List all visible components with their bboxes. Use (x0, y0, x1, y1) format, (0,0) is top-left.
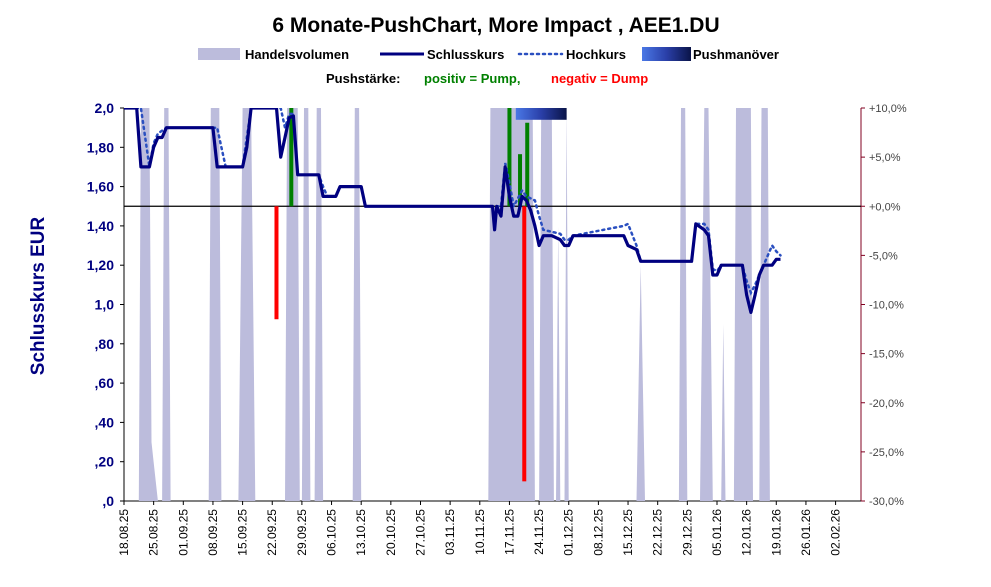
x-tick-label-10: 27.10.25 (413, 509, 427, 556)
legend-label-pushmanoever: Pushmanöver (693, 47, 779, 62)
x-tick-label-8: 13.10.25 (354, 509, 368, 556)
y-tick-label-left-2: ,40 (95, 414, 115, 430)
x-tick-label-7: 06.10.25 (325, 509, 339, 556)
legend-swatch-handelsvolumen (198, 48, 240, 60)
push-bar-2 (507, 108, 512, 207)
y-axis-ticks-right: -30,0% -25,0% -20,0% -15,0% -10,0% -5,0% +0,0%… (861, 103, 907, 508)
y-tick-label-left-0: ,0 (102, 493, 114, 509)
x-tick-label-3: 08.09.25 (206, 509, 220, 556)
x-tick-label-14: 24.11.25 (532, 509, 546, 555)
y-tick-label-left-10: 2,0 (95, 100, 115, 116)
x-axis-ticks: 18.08.25 25.08.25 01.09.25 08.09.25 15.09.25… (117, 501, 843, 556)
y-tick-label-right-0: -30,0% (869, 496, 904, 508)
y-tick-label-left-8: 1,60 (87, 179, 114, 195)
legend-label-hochkurs: Hochkurs (566, 47, 626, 62)
chart-title: 6 Monate-PushChart, More Impact , AEE1.D… (272, 14, 719, 37)
y-tick-label-left-1: ,20 (95, 454, 115, 470)
y-tick-label-right-8: +10,0% (869, 103, 907, 115)
pushstaerke-note: Pushstärke: positiv = Pump, negativ = Du… (326, 71, 648, 86)
y-tick-label-right-5: -5,0% (869, 250, 898, 262)
y-tick-label-right-3: -15,0% (869, 349, 904, 361)
push-bar-1 (289, 108, 294, 207)
y-tick-label-left-5: 1,0 (95, 297, 115, 313)
x-tick-label-4: 15.09.25 (236, 509, 250, 556)
x-tick-label-12: 10.11.25 (473, 509, 487, 555)
legend-label-schlusskurs: Schlusskurs (427, 47, 504, 62)
y-tick-label-left-3: ,60 (95, 375, 115, 391)
x-tick-label-6: 29.09.25 (295, 509, 309, 556)
push-bar-3 (518, 154, 523, 207)
legend-swatch-pushmanoever (642, 47, 691, 61)
x-tick-label-16: 08.12.25 (591, 509, 605, 556)
y-tick-label-left-4: ,80 (95, 336, 115, 352)
push-bar-0 (274, 206, 279, 320)
schlusskurs-line (124, 108, 781, 314)
x-tick-label-24: 02.02.26 (829, 509, 843, 556)
y-tick-label-right-2: -20,0% (869, 398, 904, 410)
x-tick-label-23: 26.01.26 (799, 509, 813, 556)
pushstaerke-label: Pushstärke: (326, 71, 400, 86)
x-tick-label-20: 05.01.26 (710, 509, 724, 556)
x-tick-label-22: 19.01.26 (769, 509, 783, 556)
push-maneuver-bar (515, 108, 567, 120)
x-tick-label-11: 03.11.25 (443, 509, 457, 555)
y-tick-label-left-7: 1,40 (87, 218, 114, 234)
x-tick-label-13: 17.11.25 (502, 509, 516, 555)
legend-label-handelsvolumen: Handelsvolumen (245, 47, 349, 62)
y-tick-label-right-7: +5,0% (869, 152, 901, 164)
y-tick-label-left-6: 1,20 (87, 257, 114, 273)
y-tick-label-right-6: +0,0% (869, 201, 901, 213)
legend: Handelsvolumen Schlusskurs Hochkurs Push… (198, 47, 779, 62)
x-tick-label-1: 25.08.25 (147, 509, 161, 556)
push-bar-5 (525, 122, 530, 207)
y-axis-ticks-left: ,0 ,20 ,40 ,60 ,80 1,0 1,20 1,40 1,60 1,80 2,0 (87, 100, 124, 509)
x-tick-label-19: 29.12.25 (680, 509, 694, 556)
y-tick-label-right-1: -25,0% (869, 447, 904, 459)
pushstaerke-positive: positiv = Pump, (424, 71, 520, 86)
x-tick-label-15: 01.12.25 (562, 509, 576, 556)
x-tick-label-5: 22.09.25 (265, 509, 279, 556)
x-tick-label-0: 18.08.25 (117, 509, 131, 556)
y-tick-label-right-4: -10,0% (869, 300, 904, 312)
pushstaerke-negative: negativ = Dump (551, 71, 648, 86)
x-tick-label-9: 20.10.25 (384, 509, 398, 556)
plot-area (124, 108, 861, 501)
y-axis-label: Schlusskurs EUR (28, 217, 49, 376)
x-tick-label-21: 12.01.26 (740, 509, 754, 556)
x-tick-label-17: 15.12.25 (621, 509, 635, 556)
x-tick-label-18: 22.12.25 (651, 509, 665, 556)
x-tick-label-2: 01.09.25 (176, 509, 190, 556)
push-bar-4 (522, 206, 527, 482)
y-tick-label-left-9: 1,80 (87, 139, 114, 155)
